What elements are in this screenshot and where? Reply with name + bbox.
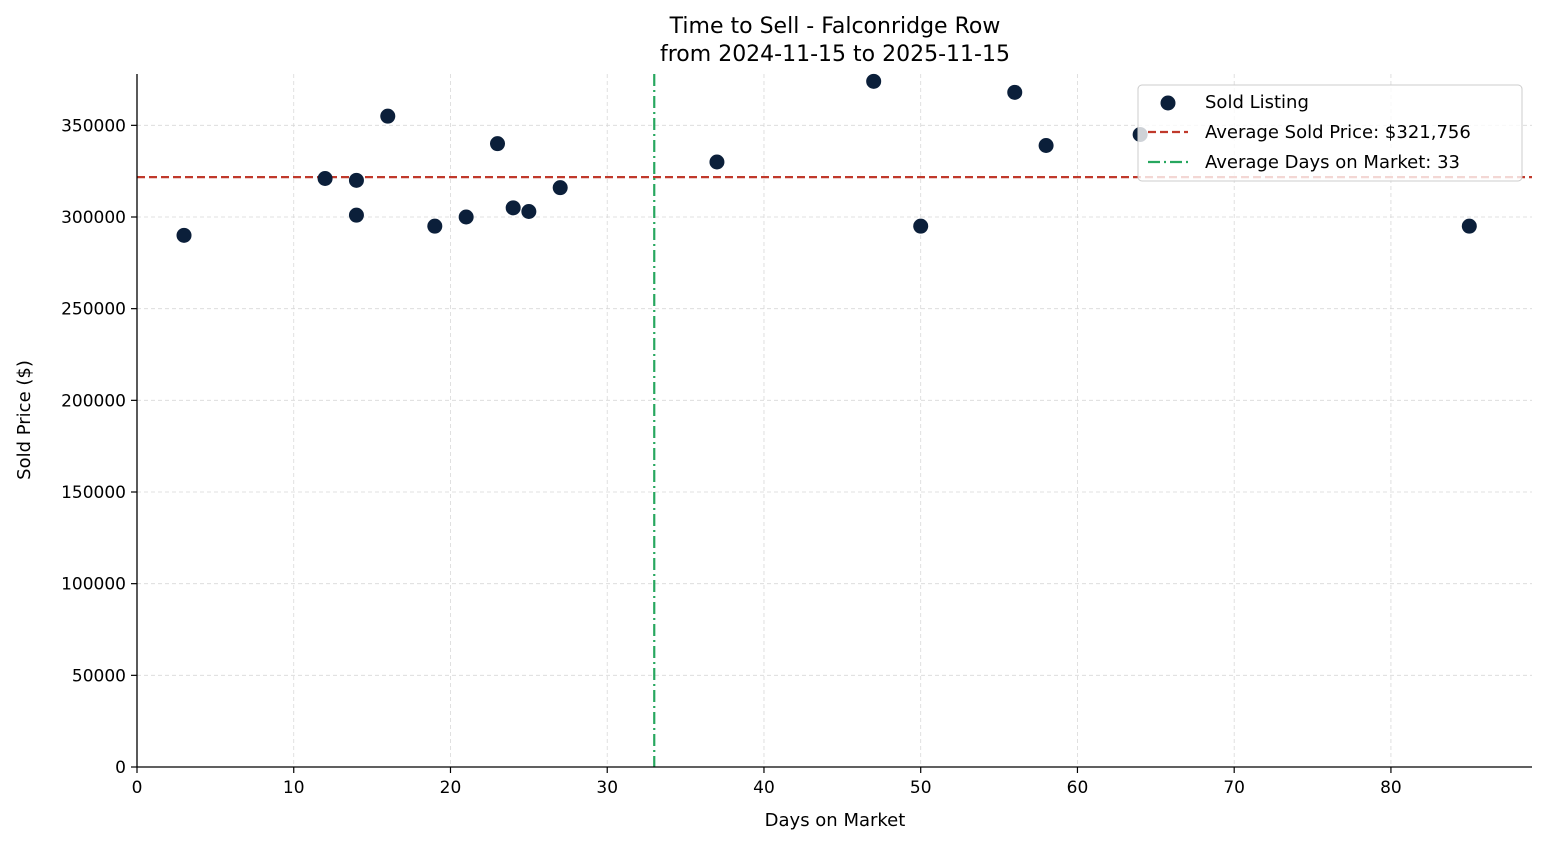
y-tick-label: 50000 bbox=[72, 666, 126, 686]
legend-label-average-price: Average Sold Price: $321,756 bbox=[1205, 122, 1471, 143]
x-axis-label: Days on Market bbox=[765, 810, 906, 831]
x-tick-label: 10 bbox=[283, 778, 305, 798]
grid bbox=[137, 74, 1532, 767]
data-point bbox=[709, 154, 725, 170]
data-point bbox=[913, 218, 929, 234]
y-tick-label: 100000 bbox=[61, 575, 126, 595]
x-ticks: 0 10 20 30 40 50 60 70 80 bbox=[132, 767, 1402, 798]
data-point bbox=[866, 73, 882, 89]
data-point bbox=[176, 227, 192, 243]
data-point bbox=[521, 204, 537, 219]
data-point bbox=[458, 209, 474, 225]
data-point bbox=[552, 180, 568, 196]
data-point bbox=[348, 172, 364, 188]
x-tick-label: 30 bbox=[596, 778, 618, 798]
x-tick-label: 80 bbox=[1380, 778, 1402, 798]
y-tick-label: 350000 bbox=[61, 116, 126, 136]
data-point bbox=[427, 218, 443, 234]
x-tick-label: 20 bbox=[440, 778, 462, 798]
x-tick-label: 70 bbox=[1223, 778, 1245, 798]
y-axis-label: Sold Price ($) bbox=[14, 360, 35, 480]
legend-box bbox=[1137, 84, 1523, 182]
y-tick-label: 300000 bbox=[61, 208, 126, 228]
legend-label-average-days: Average Days on Market: 33 bbox=[1205, 152, 1460, 173]
reference-lines bbox=[137, 74, 1532, 767]
data-point bbox=[490, 136, 506, 152]
y-tick-label: 250000 bbox=[61, 300, 126, 320]
legend-label-sold-listing: Sold Listing bbox=[1205, 92, 1309, 113]
y-tick-label: 0 bbox=[115, 758, 126, 778]
y-tick-label: 150000 bbox=[61, 483, 126, 503]
chart-title: Time to Sell - Falconridge Row bbox=[669, 14, 1001, 39]
data-point bbox=[380, 108, 396, 124]
data-point bbox=[1007, 84, 1023, 100]
data-point bbox=[1038, 138, 1054, 153]
x-tick-label: 40 bbox=[753, 778, 775, 798]
y-ticks: 0 50000 100000 150000 200000 250000 300000 3500… bbox=[61, 116, 137, 778]
x-tick-label: 60 bbox=[1067, 778, 1089, 798]
axes bbox=[136, 74, 1532, 768]
data-point bbox=[505, 200, 521, 216]
data-point bbox=[1461, 218, 1477, 234]
x-tick-label: 0 bbox=[132, 778, 143, 798]
legend: Sold Listing Average Sold Price: $321,75… bbox=[1137, 84, 1523, 182]
legend-marker-sold-listing bbox=[1160, 95, 1176, 111]
x-tick-label: 50 bbox=[910, 778, 932, 798]
y-tick-label: 200000 bbox=[61, 391, 126, 411]
chart-subtitle: from 2024-11-15 to 2025-11-15 bbox=[660, 42, 1010, 67]
data-point bbox=[348, 207, 364, 223]
data-point bbox=[317, 171, 333, 186]
